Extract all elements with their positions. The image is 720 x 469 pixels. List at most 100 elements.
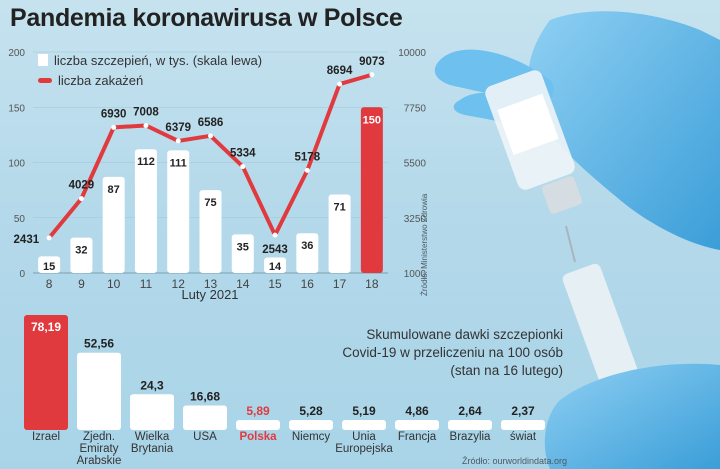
vaccination-value: 112: [137, 156, 155, 168]
infection-value: 5178: [295, 151, 321, 163]
vaccination-value: 14: [269, 261, 282, 273]
chart2-title-line-2: Covid-19 w przeliczeniu na 100 osób: [342, 345, 563, 360]
vaccination-value: 150: [363, 114, 381, 126]
x-axis-label: Luty 2021: [181, 287, 239, 302]
infection-value: 2431: [14, 234, 40, 246]
country-label: Unia: [352, 431, 376, 443]
vaccination-bar: [264, 257, 287, 273]
vaccination-bar: [134, 149, 157, 273]
infection-value: 8694: [327, 65, 353, 77]
country-bar: [24, 315, 68, 430]
x-tick: 14: [236, 277, 250, 291]
vaccination-bar: [360, 107, 383, 273]
vaccination-bar: [38, 256, 61, 273]
legend-bar-swatch: [38, 54, 48, 66]
y-left-tick: 200: [8, 48, 25, 59]
y-right-tick: 3250: [404, 214, 427, 225]
infection-point: [78, 196, 84, 202]
chart-legend: liczba szczepień, w tys. (skala lewa) li…: [38, 50, 262, 90]
vaccination-value: 36: [301, 240, 313, 252]
country-label: Niemcy: [292, 431, 331, 443]
country-value: 5,28: [299, 404, 323, 418]
country-label: Polska: [239, 431, 277, 443]
daily-chart: 0 50 100 150 200 1000 3250 5500 7750 10000 15 8 32 9 8…: [8, 48, 427, 291]
country-label: USA: [193, 431, 217, 443]
needle: [565, 225, 576, 263]
infection-value: 9073: [359, 56, 385, 68]
infection-point: [240, 164, 246, 170]
vaccination-value: 15: [43, 261, 55, 273]
country-value: 2,37: [511, 404, 535, 418]
infection-point: [272, 232, 278, 238]
y-right-tick: 7750: [404, 103, 427, 114]
vaccination-bar: [167, 150, 190, 273]
country-label: Arabskie: [77, 455, 122, 467]
y-left-tick: 150: [8, 103, 25, 114]
country-bar: [342, 420, 386, 430]
source-ministry: Źródło: Ministerstwo Zdrowia: [420, 193, 429, 296]
country-bar: [77, 352, 121, 430]
infection-value: 7008: [133, 106, 159, 118]
vaccination-bar: [102, 176, 125, 273]
legend-item-line: liczba zakażeń: [38, 70, 262, 90]
country-value: 52,56: [84, 337, 114, 351]
country-label: Wielka: [135, 431, 170, 443]
x-tick: 18: [365, 277, 379, 291]
country-bar: [289, 420, 333, 430]
country-value: 16,68: [190, 389, 220, 403]
x-tick: 11: [140, 277, 153, 291]
country-bar: [501, 420, 545, 430]
country-value: 5,89: [246, 404, 270, 418]
x-tick: 9: [78, 277, 85, 291]
vaccination-value: 32: [75, 245, 87, 257]
infection-point: [304, 167, 310, 173]
y-left-tick: 50: [14, 214, 26, 225]
y-left-tick: 0: [19, 269, 25, 280]
infection-value: 4029: [69, 180, 95, 192]
x-tick: 10: [107, 277, 121, 291]
country-label: świat: [510, 431, 537, 443]
x-tick: 16: [301, 277, 315, 291]
x-tick: 12: [172, 277, 186, 291]
x-tick: 15: [268, 277, 282, 291]
vaccination-bar: [296, 233, 319, 273]
chart2-title-line-3: (stan na 16 lutego): [450, 363, 563, 378]
y-right-tick: 5500: [404, 159, 427, 170]
x-tick: 13: [204, 277, 218, 291]
glove-top: [528, 11, 720, 250]
country-label: Francja: [398, 431, 437, 443]
country-label: Brazylia: [450, 431, 492, 443]
vaccination-value: 35: [237, 241, 249, 253]
legend-item-bars: liczba szczepień, w tys. (skala lewa): [38, 50, 262, 70]
infection-point: [46, 235, 52, 241]
country-label: Zjedn.: [83, 431, 115, 443]
country-label: Izrael: [32, 431, 60, 443]
source-owid: Źródło: ourworldindata.org: [462, 456, 568, 466]
infection-point: [369, 72, 375, 78]
infection-value: 6930: [101, 108, 127, 120]
legend-line-swatch: [38, 77, 52, 83]
country-value: 2,64: [458, 404, 482, 418]
legend-line-label: liczba zakażeń: [58, 72, 144, 88]
infection-point: [208, 133, 213, 139]
vaccination-value: 87: [108, 184, 120, 196]
country-bar: [130, 394, 174, 430]
infection-value: 6586: [198, 117, 224, 129]
infection-point: [175, 138, 181, 144]
chart2-title-line-1: Skumulowane dawki szczepionki: [366, 327, 563, 342]
infection-value: 2543: [262, 244, 288, 256]
legend-bar-label: liczba szczepień, w tys. (skala lewa): [54, 52, 263, 68]
country-bar: [395, 420, 439, 430]
infection-point: [111, 124, 117, 130]
country-label: Brytania: [131, 443, 174, 455]
y-right-tick: 10000: [398, 48, 426, 59]
vaccination-bar: [231, 234, 254, 273]
country-value: 5,19: [352, 404, 376, 418]
vaccine-photo: [434, 11, 720, 469]
x-tick: 8: [46, 277, 53, 291]
vaccination-value: 111: [170, 157, 187, 169]
country-bar: [183, 405, 227, 430]
page-title: Pandemia koronawirusa w Polsce: [10, 4, 403, 32]
infection-point: [143, 122, 149, 128]
